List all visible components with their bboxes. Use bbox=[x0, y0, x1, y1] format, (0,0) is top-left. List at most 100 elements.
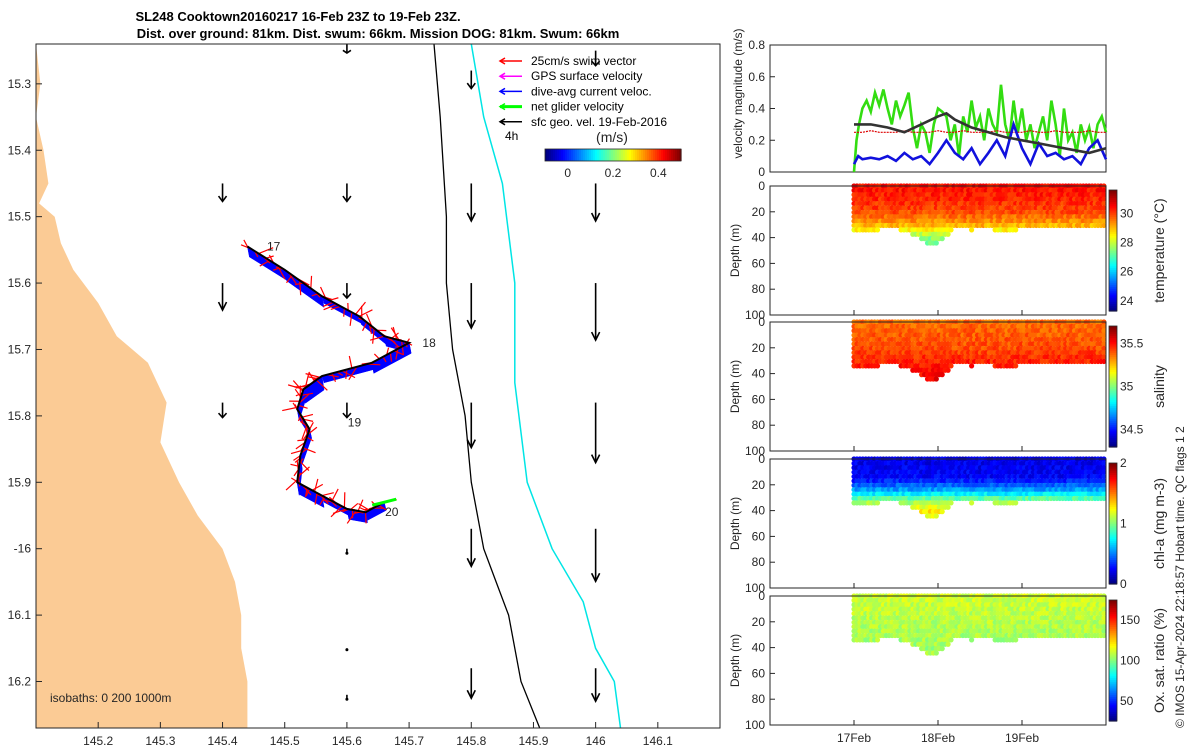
temperature-ytick-label: 100 bbox=[745, 308, 765, 322]
map-colorbar-cell bbox=[563, 149, 566, 161]
salinity-colorbar-cell bbox=[1109, 327, 1117, 331]
chlorophyll-colorbar-cell bbox=[1109, 500, 1117, 504]
temperature-sample bbox=[1101, 222, 1107, 229]
swim-vector bbox=[303, 418, 314, 422]
chlorophyll-colorbar-cell bbox=[1109, 565, 1117, 568]
map-colorbar-cell bbox=[643, 149, 646, 161]
oxygen-sample bbox=[1101, 606, 1107, 612]
oxygen-colorbar-cell bbox=[1109, 628, 1117, 631]
map-xtick-label: 145.7 bbox=[394, 734, 424, 748]
temperature-colorbar-cell bbox=[1109, 222, 1117, 225]
swim-vector bbox=[301, 392, 313, 396]
chlorophyll-ytick-label: 0 bbox=[758, 452, 765, 466]
salinity-colorbar-cell bbox=[1109, 335, 1117, 338]
map-colorbar-cell bbox=[637, 149, 640, 161]
oxygen-colorbar-cell bbox=[1109, 622, 1117, 626]
map-colorbar-cell bbox=[611, 149, 614, 161]
geo-vector-head bbox=[466, 439, 476, 450]
chlorophyll-sample bbox=[1101, 487, 1107, 493]
geo-vector-head bbox=[466, 557, 476, 569]
oxygen-sample bbox=[1101, 597, 1107, 603]
map-colorbar-cell bbox=[593, 149, 596, 161]
temperature-sample bbox=[939, 236, 945, 242]
chlorophyll-colorbar-cell bbox=[1109, 551, 1117, 555]
chlorophyll-sample bbox=[1013, 500, 1019, 506]
chlorophyll-colorbar-cell bbox=[1109, 548, 1117, 551]
oxygen-colorbar-cell bbox=[1109, 656, 1117, 660]
swim-vector bbox=[329, 297, 339, 301]
temperature-colorbar-cell bbox=[1109, 280, 1117, 284]
swim-vector bbox=[364, 512, 367, 524]
oxygen-colorbar-cell bbox=[1109, 652, 1117, 656]
map-colorbar-cell bbox=[635, 149, 638, 161]
salinity-colorbar-cell bbox=[1109, 373, 1117, 376]
oxygen-colorbar-cell bbox=[1109, 713, 1117, 716]
temperature-colorbar-cell bbox=[1109, 237, 1117, 240]
salinity-panel: 0 20 40 60 80 100 Depth (m) 34.5 35 35.5 salinity bbox=[728, 315, 1167, 458]
salinity-sample bbox=[969, 363, 975, 369]
swim-vector bbox=[345, 369, 348, 379]
temperature-colorbar-cell bbox=[1109, 244, 1117, 248]
chlorophyll-colorbar-cell bbox=[1109, 574, 1117, 578]
salinity-colorbar-cell bbox=[1109, 429, 1117, 433]
swim-vector bbox=[307, 426, 318, 435]
temperature-colorbar-cell bbox=[1109, 278, 1117, 282]
oxygen-colorbar-cell bbox=[1109, 620, 1117, 624]
salinity-colorbar-cell bbox=[1109, 426, 1117, 429]
oxygen-colorbar-cell bbox=[1109, 637, 1117, 641]
oxygen-ytick-label: 100 bbox=[745, 718, 765, 732]
temperature-colorbar-cell bbox=[1109, 293, 1117, 297]
swim-vector bbox=[302, 447, 316, 454]
chlorophyll-colorbar-cell bbox=[1109, 578, 1117, 581]
map-colorbar-cell bbox=[587, 149, 590, 161]
map-colorbar-cell bbox=[623, 149, 626, 161]
swim-vector bbox=[322, 301, 334, 308]
swim-vector bbox=[311, 483, 324, 491]
chlorophyll-colorbar-cell bbox=[1109, 527, 1117, 530]
swim-vector bbox=[388, 337, 400, 348]
salinity-colorbar-cell bbox=[1109, 346, 1117, 350]
map-colorbar-cell bbox=[667, 149, 670, 161]
chlorophyll-colorbar-cell bbox=[1109, 485, 1117, 489]
chlorophyll-sample bbox=[1101, 469, 1107, 475]
map-colorbar-cell bbox=[557, 149, 560, 161]
oxygen-colorbar-cell bbox=[1109, 617, 1117, 620]
salinity-colorbar-cell bbox=[1109, 384, 1117, 388]
geo-vector-head bbox=[217, 412, 228, 419]
geo-vector-head bbox=[342, 49, 352, 54]
legend-arrowhead bbox=[498, 72, 506, 80]
map-colorbar-cell bbox=[675, 149, 678, 161]
map-colorbar-cell bbox=[607, 149, 610, 161]
oxygen-sample bbox=[1101, 615, 1107, 621]
temperature-sample bbox=[1101, 187, 1107, 193]
swim-vector bbox=[330, 505, 343, 518]
salinity-colorbar-cell bbox=[1109, 403, 1117, 407]
temperature-colorbar-cell bbox=[1109, 295, 1117, 299]
salinity-colorbar-cell bbox=[1109, 339, 1117, 342]
map-xtick-label: 145.5 bbox=[270, 734, 300, 748]
geo-vector-head bbox=[217, 195, 228, 203]
oxygen-colorbar-cell bbox=[1109, 715, 1117, 718]
time-xtick-label: 18Feb bbox=[921, 731, 955, 745]
map-colorbar-cell bbox=[627, 149, 630, 161]
velocity-series bbox=[854, 130, 1106, 133]
swim-vector bbox=[297, 439, 306, 442]
geo-vector-head bbox=[466, 212, 476, 223]
day-label: 18 bbox=[422, 336, 436, 350]
map-colorbar-cell bbox=[559, 149, 562, 161]
map-ytick-label: 16.1 bbox=[8, 608, 32, 622]
salinity-colorbar-cell bbox=[1109, 412, 1117, 416]
temperature-colorbar-cell bbox=[1109, 267, 1117, 271]
salinity-colorbar-cell bbox=[1109, 431, 1117, 435]
temperature-colorbar-label: temperature (°C) bbox=[1151, 198, 1167, 302]
temperature-colorbar-cell bbox=[1109, 193, 1117, 197]
salinity-colorbar-cell bbox=[1109, 365, 1117, 369]
temperature-colorbar-cell bbox=[1109, 208, 1117, 212]
oxygen-colorbar-cell bbox=[1109, 649, 1117, 652]
swim-vector bbox=[331, 488, 339, 502]
oxygen-sample bbox=[1101, 619, 1107, 625]
temperature-ytick-label: 60 bbox=[752, 256, 766, 270]
swim-vector bbox=[349, 312, 353, 326]
map-colorbar-cell bbox=[631, 149, 634, 161]
swim-vector bbox=[304, 373, 310, 389]
